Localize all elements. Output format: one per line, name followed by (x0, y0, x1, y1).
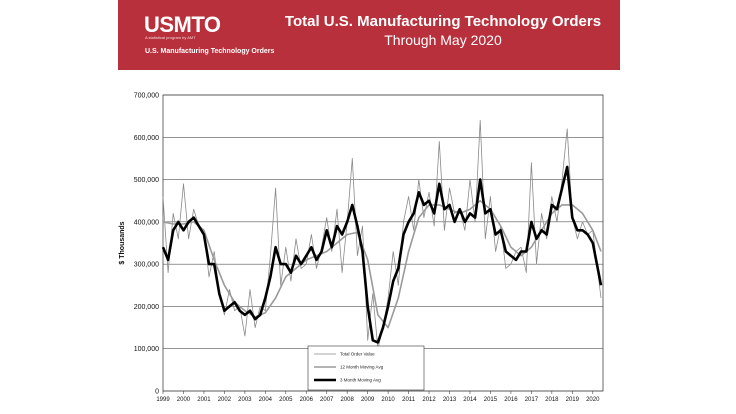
logo-tagline: A statistical program by AMT (145, 35, 196, 40)
x-tick-label: 2020 (586, 397, 600, 403)
legend-box (307, 345, 425, 391)
x-tick-label: 2004 (259, 397, 273, 403)
y-tick-label: 400,000 (134, 219, 159, 226)
x-tick-label: 2005 (279, 397, 293, 403)
x-tick-label: 2006 (300, 397, 314, 403)
x-tick-label: 2003 (238, 397, 252, 403)
x-tick-label: 2013 (443, 397, 457, 403)
x-tick-label: 2007 (320, 397, 334, 403)
x-tick-label: 2008 (341, 397, 355, 403)
header-banner: USMTO A statistical program by AMT U.S. … (118, 0, 620, 70)
y-tick-label: 700,000 (134, 93, 159, 100)
x-tick-label: 2014 (463, 397, 477, 403)
y-tick-label: 0 (155, 389, 159, 396)
y-tick-label: 300,000 (134, 262, 159, 269)
chart-subtitle: Through May 2020 (384, 32, 502, 48)
legend-label: Total Order Value (340, 352, 375, 357)
x-tick-label: 2018 (545, 397, 559, 403)
banner-program-name: U.S. Manufacturing Technology Orders (145, 48, 275, 55)
x-tick-label: 2010 (381, 397, 395, 403)
y-axis-label: $ Thousands (119, 221, 126, 264)
y-tick-label: 600,000 (134, 135, 159, 142)
x-tick-label: 2002 (218, 397, 232, 403)
legend-label: 12 Month Moving Avg (340, 365, 384, 370)
x-tick-label: 2017 (525, 397, 539, 403)
chart-title: Total U.S. Manufacturing Technology Orde… (284, 13, 602, 30)
series-line-3 (161, 165, 603, 344)
x-tick-label: 2016 (504, 397, 518, 403)
x-tick-label: 1999 (156, 397, 170, 403)
legend-label: 3 Month Moving Avg (340, 378, 381, 383)
x-tick-label: 2001 (197, 397, 211, 403)
x-tick-label: 2000 (177, 397, 191, 403)
y-tick-label: 100,000 (134, 346, 159, 353)
y-tick-label: 500,000 (134, 177, 159, 184)
usmto-logo: USMTO (144, 12, 221, 37)
y-tick-label: 200,000 (134, 304, 159, 311)
x-tick-label: 2015 (484, 397, 498, 403)
x-axis-ticks: 1999 2000 2001 2002 2003 2004 2005 2006 2007 2008… (156, 391, 600, 403)
x-tick-label: 2011 (402, 397, 416, 403)
x-tick-label: 2019 (566, 397, 580, 403)
plot-frame (162, 94, 604, 392)
series-lines (161, 120, 603, 350)
y-axis-ticks: 0 100,000 200,000 300,000 400,000 500,000 600,… (134, 93, 159, 396)
legend: Total Order Value 12 Month Moving Avg 3 Mo… (307, 345, 425, 391)
x-tick-label: 2009 (361, 397, 375, 403)
x-tick-label: 2012 (422, 397, 436, 403)
